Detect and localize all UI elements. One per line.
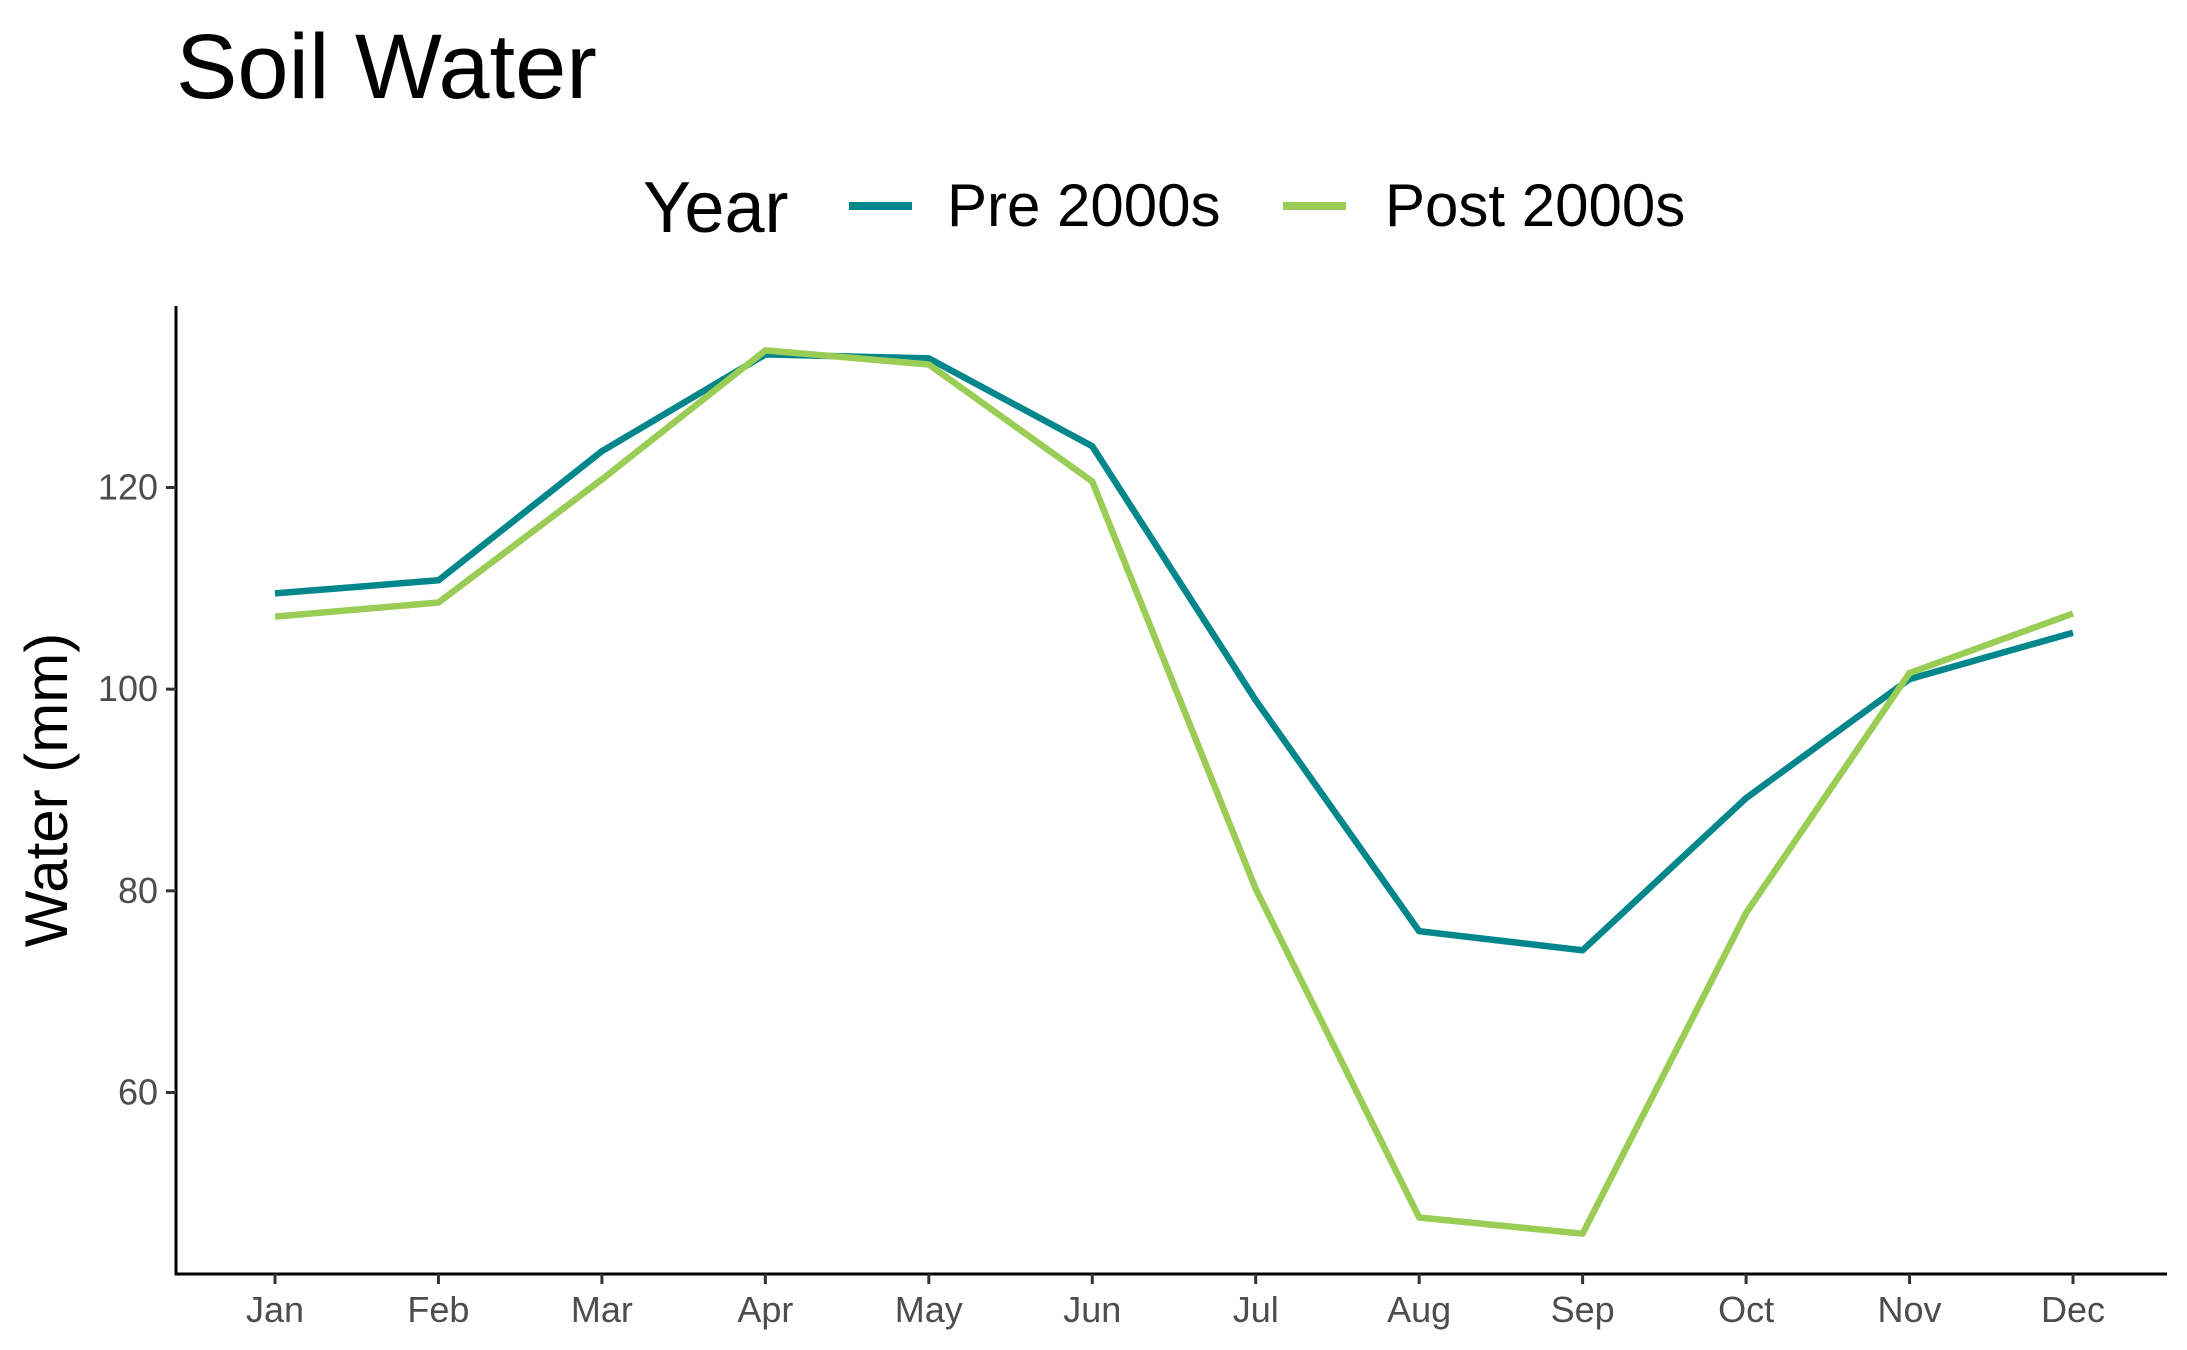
y-tick-label: 100 (98, 668, 158, 709)
x-tick-label: Mar (571, 1289, 633, 1330)
plot-area: 60 80 100 120 Jan Feb Mar Apr May Jun Jul Aug Sep Oc… (98, 306, 2167, 1330)
x-tick-label: Aug (1387, 1289, 1451, 1330)
y-axis: 60 80 100 120 (98, 306, 178, 1274)
y-axis-title: Water (mm) (13, 633, 80, 947)
y-tick-label: 60 (118, 1072, 158, 1113)
legend: Year Pre 2000s Post 2000s (643, 168, 1685, 248)
y-tick-label: 80 (118, 870, 158, 911)
series-layer (274, 347, 2075, 1237)
x-tick-label: Jun (1063, 1289, 1121, 1330)
x-tick-label: Feb (407, 1289, 469, 1330)
x-tick-label: Jul (1233, 1289, 1279, 1330)
x-tick-label: Sep (1551, 1289, 1615, 1330)
x-tick-label: Oct (1718, 1289, 1774, 1330)
series-line-post-2000s (274, 347, 2075, 1237)
legend-label-post-2000s: Post 2000s (1385, 172, 1685, 239)
series-line-pre-2000s (274, 351, 2074, 954)
x-tick-label: Apr (737, 1289, 793, 1330)
legend-label-pre-2000s: Pre 2000s (947, 172, 1221, 239)
x-tick-label: Nov (1878, 1289, 1942, 1330)
x-tick-label: Dec (2041, 1289, 2105, 1330)
legend-title: Year (643, 168, 788, 248)
y-tick-label: 120 (98, 467, 158, 508)
x-tick-label: May (895, 1289, 963, 1330)
chart-title: Soil Water (176, 16, 597, 118)
x-tick-label: Jan (246, 1289, 304, 1330)
x-axis: Jan Feb Mar Apr May Jun Jul Aug Sep Oct Nov Dec (174, 1272, 2167, 1330)
